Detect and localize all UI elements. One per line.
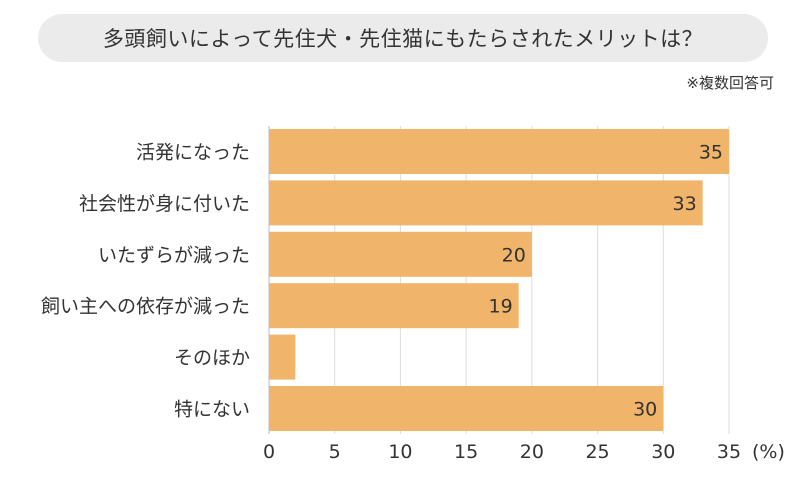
value-label: 20 (502, 244, 526, 266)
bar (269, 129, 729, 174)
unit-label: (%) (752, 441, 785, 463)
value-label: 19 (489, 296, 513, 318)
x-tick-label: 5 (329, 441, 341, 463)
labels: 0 5 10 15 20 25 30 35 活発になった 35 社会性が身に付いた 33 いたずらが減っ… (41, 142, 741, 464)
bars (269, 129, 729, 431)
value-label: 33 (673, 193, 697, 215)
category-label: いたずらが減った (98, 244, 250, 266)
grid-lines (268, 126, 730, 434)
bar (269, 180, 703, 226)
x-tick-label: 30 (651, 441, 675, 463)
x-tick-label: 10 (388, 441, 412, 463)
value-label: 35 (699, 142, 723, 164)
category-label: 活発になった (136, 142, 250, 164)
bar (269, 334, 296, 380)
x-tick-label: 25 (585, 441, 609, 463)
x-tick-label: 15 (454, 441, 478, 463)
x-tick-label: 35 (717, 441, 741, 463)
bar (269, 283, 519, 329)
category-label: 特にない (174, 399, 250, 421)
value-label: 30 (633, 399, 657, 421)
bar (269, 231, 532, 277)
category-label: 飼い主への依存が減った (41, 296, 250, 318)
multiple-answers-note: ※複数回答可 (686, 74, 774, 92)
chart-title: 多頭飼いによって先住犬・先住猫にもたらされたメリットは？ (38, 14, 768, 62)
category-label: そのほか (174, 347, 250, 369)
x-tick-label: 20 (520, 441, 544, 463)
bar (269, 386, 664, 431)
category-label: 社会性が身に付いた (79, 193, 250, 215)
x-tick-label: 0 (263, 441, 275, 463)
